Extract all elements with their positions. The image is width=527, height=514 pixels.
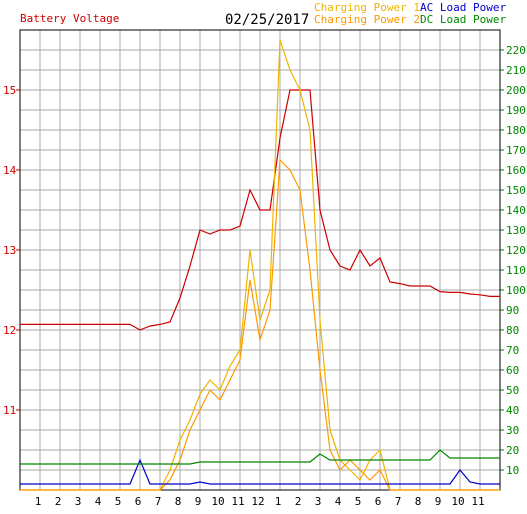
y2-tick-label: 130 (506, 224, 526, 237)
series-line (20, 458, 500, 485)
x-tick-label: 2 (55, 495, 62, 508)
legend-entry: DC Load Power (420, 13, 506, 26)
series-line (20, 449, 500, 465)
series-line (20, 158, 500, 491)
y-tick-label: 12 (3, 324, 16, 337)
y2-tick-label: 110 (506, 264, 526, 277)
x-tick-label: 3 (75, 495, 82, 508)
plot-frame (19, 29, 501, 491)
x-tick-label: 5 (355, 495, 362, 508)
legend-entry: Battery Voltage (20, 12, 119, 25)
x-tick-label: 10 (451, 495, 464, 508)
y2-tick-label: 180 (506, 124, 526, 137)
x-tick-label: 6 (135, 495, 142, 508)
y2-tick-label: 40 (506, 404, 519, 417)
x-tick-label: 8 (415, 495, 422, 508)
y2-tick-label: 70 (506, 344, 519, 357)
y-tick-label: 13 (3, 244, 16, 257)
x-tick-label: 9 (435, 495, 442, 508)
x-tick-label: 2 (295, 495, 302, 508)
y2-tick-label: 160 (506, 164, 526, 177)
x-tick-label: 7 (395, 495, 402, 508)
series-line (20, 89, 500, 331)
x-tick-label: 10 (211, 495, 224, 508)
y2-tick-label: 140 (506, 204, 526, 217)
x-tick-label: 1 (35, 495, 42, 508)
y2-tick-label: 30 (506, 424, 519, 437)
x-tick-label: 8 (175, 495, 182, 508)
legend-entry: Charging Power 1 (314, 1, 420, 14)
y2-tick-label: 60 (506, 364, 519, 377)
y2-tick-label: 170 (506, 144, 526, 157)
y2-tick-label: 200 (506, 84, 526, 97)
y-tick-label: 14 (3, 164, 17, 177)
y2-tick-label: 120 (506, 244, 526, 257)
y2-tick-label: 10 (506, 464, 519, 477)
y2-tick-label: 190 (506, 104, 526, 117)
x-tick-label: 5 (115, 495, 122, 508)
y2-tick-label: 50 (506, 384, 519, 397)
legend-entry: Charging Power 2 (314, 13, 420, 26)
y-tick-label: 15 (3, 84, 16, 97)
x-tick-label: 11 (471, 495, 484, 508)
x-tick-label: 6 (375, 495, 382, 508)
y2-tick-label: 20 (506, 444, 519, 457)
y2-tick-label: 100 (506, 284, 526, 297)
y2-tick-label: 80 (506, 324, 519, 337)
y-tick-label: 11 (3, 404, 16, 417)
y2-tick-label: 220 (506, 44, 526, 57)
legend-entry: AC Load Power (420, 1, 506, 14)
x-tick-label: 3 (315, 495, 322, 508)
x-tick-label: 4 (95, 495, 102, 508)
x-tick-label: 9 (195, 495, 202, 508)
x-tick-label: 7 (155, 495, 162, 508)
x-tick-label: 11 (231, 495, 244, 508)
chart-title: 02/25/2017 (225, 12, 309, 28)
x-tick-label: 1 (275, 495, 282, 508)
y2-tick-label: 150 (506, 184, 526, 197)
x-tick-label: 4 (335, 495, 342, 508)
y2-tick-label: 90 (506, 304, 519, 317)
y2-tick-label: 210 (506, 64, 526, 77)
x-tick-label: 12 (251, 495, 264, 508)
